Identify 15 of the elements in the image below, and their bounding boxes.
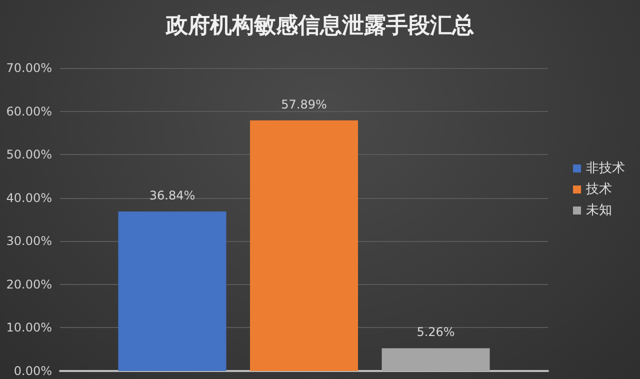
legend-label: 技术 (585, 182, 612, 197)
y-tick-label: 60.00% (6, 104, 52, 118)
legend-label: 未知 (586, 203, 612, 218)
y-tick-label: 30.00% (6, 234, 52, 248)
data-label: 5.26% (416, 325, 455, 340)
y-tick-label: 20.00% (6, 277, 52, 292)
y-tick-label: 0.00% (14, 364, 52, 378)
y-tick-label: 50.00% (6, 148, 52, 162)
y-tick-label: 40.00% (6, 190, 52, 205)
y-tick-label: 70.00% (6, 61, 52, 75)
chart-title: 政府机构敏感信息泄露手段汇总 (165, 12, 474, 38)
data-label: 36.84% (149, 188, 196, 203)
legend-label: 非技术 (586, 161, 625, 176)
data-label: 57.89% (281, 97, 327, 112)
y-tick-label: 10.00% (6, 320, 52, 335)
